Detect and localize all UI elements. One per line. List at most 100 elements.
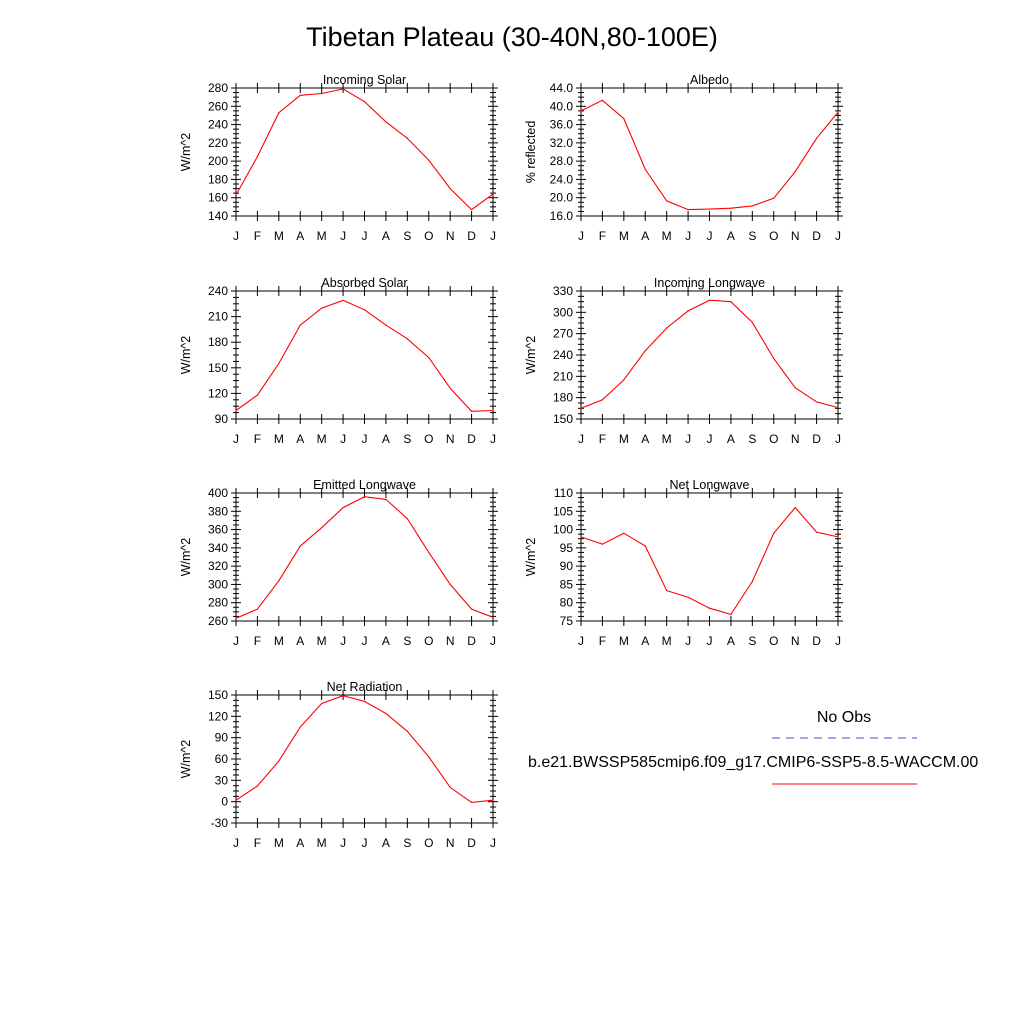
x-tick-label: F — [254, 432, 261, 446]
data-point — [730, 301, 732, 303]
x-tick-label: J — [707, 229, 713, 243]
data-point — [342, 507, 344, 509]
x-tick-label: J — [490, 229, 496, 243]
y-tick-label: 16.0 — [550, 209, 574, 223]
x-tick-label: J — [835, 229, 841, 243]
y-tick-label: 240 — [553, 348, 573, 362]
x-tick-label: S — [403, 229, 411, 243]
y-tick-label: 330 — [553, 284, 573, 298]
y-tick-label: 140 — [208, 209, 228, 223]
x-tick-label: M — [317, 634, 327, 648]
y-tick-label: 210 — [208, 310, 228, 324]
data-point — [623, 379, 625, 381]
panel-title: Net Radiation — [327, 680, 403, 694]
data-point — [837, 407, 839, 409]
y-tick-label: 80 — [560, 596, 574, 610]
x-tick-label: M — [317, 836, 327, 850]
x-tick-label: J — [578, 634, 584, 648]
y-tick-label: 240 — [208, 118, 228, 132]
data-point — [794, 507, 796, 509]
x-tick-label: A — [296, 229, 304, 243]
plot-frame — [235, 492, 494, 622]
y-tick-label: 260 — [208, 614, 228, 628]
y-tick-label: 20.0 — [550, 191, 574, 205]
y-tick-label: 180 — [553, 391, 573, 405]
data-point — [235, 409, 237, 412]
x-tick-label: A — [641, 634, 649, 648]
data-point — [773, 532, 775, 534]
y-tick-label: 240 — [208, 284, 228, 298]
x-tick-label: A — [382, 836, 390, 850]
x-tick-label: N — [446, 432, 455, 446]
data-point — [256, 608, 259, 610]
data-point — [837, 111, 839, 113]
data-point — [256, 155, 259, 158]
panel-title: Albedo — [690, 73, 729, 87]
data-point — [321, 92, 323, 95]
data-point — [449, 387, 451, 389]
y-tick-label: 300 — [208, 577, 228, 591]
x-tick-label: D — [812, 229, 821, 243]
x-tick-label: M — [662, 432, 672, 446]
x-tick-label: J — [685, 432, 691, 446]
plot-frame — [235, 694, 494, 824]
x-tick-label: M — [619, 634, 629, 648]
panel-albedo: Albedo % reflected 16.0 20.0 24.0 28.0 32.0 36.… — [524, 73, 843, 243]
data-point — [342, 88, 344, 90]
x-tick-label: S — [403, 634, 411, 648]
data-point — [601, 543, 604, 545]
data-point — [470, 608, 473, 610]
y-tick-label: 270 — [553, 327, 573, 341]
y-tick-label: 40.0 — [550, 99, 574, 113]
x-tick-label: S — [403, 836, 411, 850]
x-tick-label: A — [641, 229, 649, 243]
x-tick-label: O — [769, 229, 778, 243]
x-tick-label: A — [641, 432, 649, 446]
y-tick-label: 90 — [215, 412, 229, 426]
x-tick-label: N — [791, 634, 800, 648]
y-axis-label: W/m^2 — [524, 538, 538, 577]
data-point — [299, 94, 301, 96]
x-tick-label: J — [578, 432, 584, 446]
data-point — [363, 309, 366, 311]
data-point — [449, 583, 451, 586]
data-point — [256, 394, 259, 396]
series-line — [580, 299, 839, 409]
y-tick-label: 75 — [560, 614, 574, 628]
data-point — [794, 387, 796, 389]
y-tick-label: 340 — [208, 541, 228, 555]
x-tick-label: O — [424, 432, 433, 446]
x-tick-label: D — [467, 634, 476, 648]
data-point — [406, 137, 408, 139]
y-tick-label: 360 — [208, 523, 228, 537]
data-point — [815, 531, 818, 533]
x-tick-label: J — [835, 432, 841, 446]
data-point — [794, 171, 796, 173]
series-line — [235, 299, 494, 412]
data-point — [363, 101, 366, 103]
x-tick-label: M — [317, 432, 327, 446]
x-tick-label: J — [707, 634, 713, 648]
data-point — [623, 118, 625, 120]
x-tick-label: N — [446, 229, 455, 243]
data-point — [406, 338, 408, 340]
y-tick-label: 95 — [560, 541, 574, 555]
x-tick-label: O — [769, 634, 778, 648]
x-tick-label: J — [490, 432, 496, 446]
data-point — [428, 551, 430, 554]
data-point — [730, 207, 732, 209]
x-tick-label: J — [490, 836, 496, 850]
data-point — [321, 527, 323, 529]
x-tick-label: F — [599, 229, 606, 243]
panel-title: Incoming Solar — [323, 73, 406, 87]
data-point — [687, 209, 689, 211]
data-point — [815, 137, 818, 139]
x-tick-label: O — [769, 432, 778, 446]
x-tick-label: J — [233, 836, 239, 850]
x-tick-label: M — [662, 229, 672, 243]
data-point — [580, 110, 582, 112]
data-point — [385, 712, 387, 715]
